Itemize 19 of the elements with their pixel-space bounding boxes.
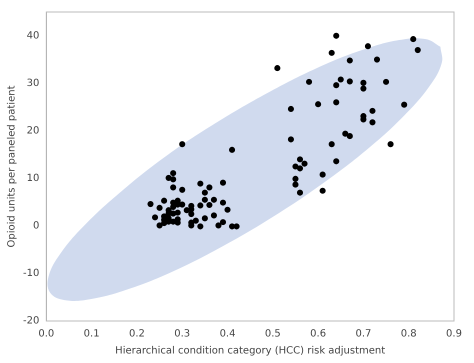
y-tick-label: 0 — [32, 220, 40, 232]
x-tick-label: 0.1 — [84, 328, 100, 340]
x-tick-label: 0.3 — [174, 328, 190, 340]
y-tick-label: -10 — [22, 268, 40, 280]
x-axis-title: Hierarchical condition category (HCC) risk adjustment — [115, 346, 386, 357]
y-tick-label: 30 — [26, 78, 40, 89]
x-tick-label: 0.2 — [128, 328, 145, 340]
x-tick-label: 0.0 — [38, 328, 54, 340]
y-tick-label: 40 — [26, 30, 40, 42]
x-tick-label: 0.7 — [355, 328, 372, 340]
x-tick-label: 0.5 — [264, 328, 281, 340]
y-axis-title: Opioid units per paneled patient — [6, 85, 18, 248]
x-tick-label: 0.8 — [400, 328, 417, 340]
y-tick-label: 10 — [26, 172, 40, 184]
x-tick-label: 0.9 — [446, 328, 462, 340]
x-tick-label: 0.4 — [220, 328, 236, 340]
x-tick-label: 0.6 — [310, 328, 326, 340]
y-tick-label: 20 — [26, 125, 40, 136]
y-tick-label: -20 — [22, 316, 40, 327]
